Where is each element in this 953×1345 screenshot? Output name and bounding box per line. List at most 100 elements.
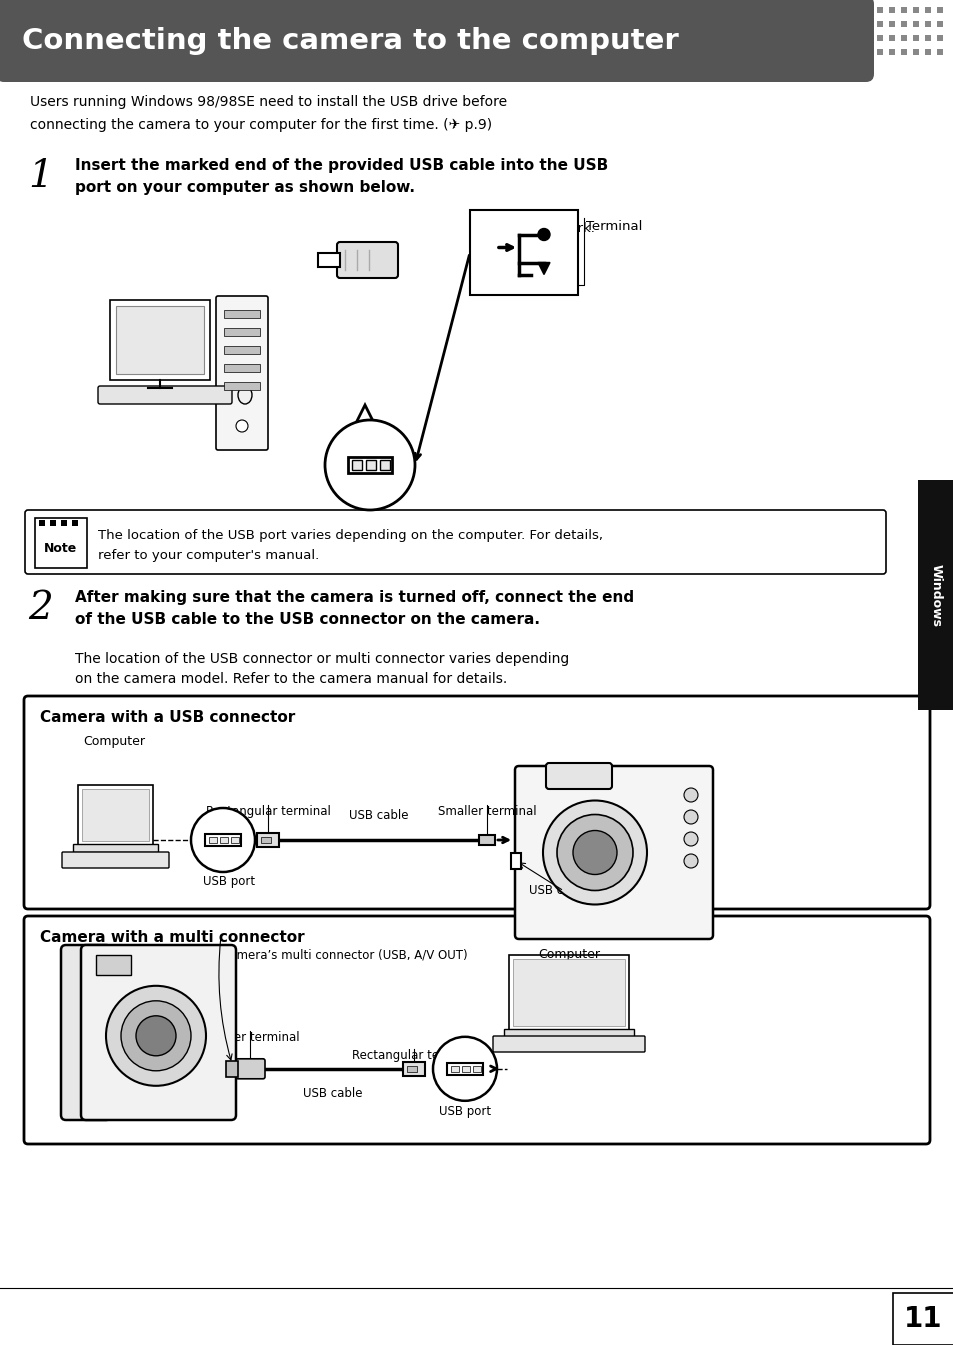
Text: Camera with a USB connector: Camera with a USB connector — [40, 710, 294, 725]
Bar — [224, 328, 260, 336]
Bar — [366, 460, 375, 469]
Circle shape — [573, 830, 617, 874]
Circle shape — [537, 229, 550, 241]
FancyBboxPatch shape — [24, 916, 929, 1145]
Text: Connecting the camera to the computer: Connecting the camera to the computer — [22, 27, 678, 55]
Text: Smaller terminal: Smaller terminal — [200, 1030, 299, 1044]
Bar — [110, 300, 210, 381]
Bar — [447, 1063, 482, 1075]
Bar — [352, 460, 361, 469]
Circle shape — [557, 815, 633, 890]
Text: USB cable: USB cable — [349, 808, 408, 822]
Bar — [220, 837, 228, 843]
FancyBboxPatch shape — [25, 510, 885, 574]
Text: USB port: USB port — [438, 1104, 491, 1118]
Bar — [470, 210, 578, 295]
Text: 2: 2 — [28, 590, 52, 627]
Circle shape — [683, 788, 698, 802]
Text: Computer: Computer — [83, 734, 145, 748]
Bar — [78, 785, 152, 845]
FancyBboxPatch shape — [336, 242, 397, 278]
Text: The location of the USB connector or multi connector varies depending: The location of the USB connector or mul… — [75, 652, 569, 666]
FancyBboxPatch shape — [62, 851, 169, 868]
FancyBboxPatch shape — [215, 296, 268, 451]
Bar — [317, 253, 339, 268]
Polygon shape — [537, 262, 550, 274]
Bar — [261, 837, 271, 843]
Text: The location of the USB port varies depending on the computer. For details,: The location of the USB port varies depe… — [98, 529, 602, 542]
FancyBboxPatch shape — [493, 1036, 644, 1052]
Bar — [209, 837, 216, 843]
Circle shape — [542, 800, 646, 904]
Bar — [379, 460, 390, 469]
FancyBboxPatch shape — [235, 1059, 265, 1079]
Bar — [407, 1065, 416, 1072]
Text: Note: Note — [45, 542, 77, 554]
Text: Terminal: Terminal — [585, 221, 641, 233]
FancyBboxPatch shape — [0, 0, 873, 82]
Circle shape — [433, 1037, 497, 1100]
Text: Computer: Computer — [537, 948, 599, 960]
Ellipse shape — [237, 386, 252, 404]
FancyBboxPatch shape — [61, 946, 111, 1120]
Text: 1: 1 — [28, 157, 52, 195]
Text: Windows: Windows — [928, 564, 942, 627]
Bar — [116, 307, 204, 374]
Text: Rectangular terminal: Rectangular terminal — [352, 1049, 476, 1061]
Bar — [224, 346, 260, 354]
Text: USB cable: USB cable — [303, 1087, 362, 1100]
Text: After making sure that the camera is turned off, connect the end
of the USB cabl: After making sure that the camera is tur… — [75, 590, 634, 627]
Text: USB port: USB port — [203, 876, 254, 888]
Text: refer to your computer's manual.: refer to your computer's manual. — [98, 549, 319, 562]
Bar — [205, 834, 241, 846]
Bar — [82, 790, 149, 841]
FancyBboxPatch shape — [24, 695, 929, 909]
Circle shape — [235, 420, 248, 432]
Bar — [224, 382, 260, 390]
Circle shape — [683, 854, 698, 868]
Bar — [231, 837, 239, 843]
Circle shape — [121, 1001, 191, 1071]
Bar — [256, 833, 278, 847]
Bar — [892, 1293, 953, 1345]
Bar — [478, 835, 495, 845]
Text: Smaller terminal: Smaller terminal — [437, 806, 536, 818]
Text: 11: 11 — [902, 1305, 942, 1333]
Text: USB port: USB port — [340, 510, 399, 523]
Bar — [0, 0, 869, 70]
Text: Camera’s multi connector (USB, A/V OUT): Camera’s multi connector (USB, A/V OUT) — [221, 948, 467, 960]
FancyBboxPatch shape — [515, 767, 712, 939]
Text: on the camera model. Refer to the camera manual for details.: on the camera model. Refer to the camera… — [75, 672, 507, 686]
Bar — [473, 1065, 480, 1072]
Circle shape — [106, 986, 206, 1085]
Bar — [224, 364, 260, 373]
Polygon shape — [355, 405, 375, 425]
Bar — [513, 959, 624, 1026]
Text: Insert the marked end of the provided USB cable into the USB
port on your comput: Insert the marked end of the provided US… — [75, 157, 608, 195]
Text: Rectangular terminal: Rectangular terminal — [205, 806, 330, 818]
Bar — [917, 480, 953, 710]
Text: Look for this mark.: Look for this mark. — [470, 222, 595, 235]
Bar — [402, 1061, 424, 1076]
FancyBboxPatch shape — [98, 386, 232, 404]
Circle shape — [325, 420, 415, 510]
Bar — [503, 1029, 634, 1037]
Circle shape — [683, 833, 698, 846]
FancyBboxPatch shape — [81, 946, 235, 1120]
Text: Camera with a multi connector: Camera with a multi connector — [40, 929, 304, 946]
Bar — [224, 309, 260, 317]
Bar — [511, 853, 520, 869]
Bar — [73, 845, 158, 851]
Bar — [461, 1065, 470, 1072]
Text: Users running Windows 98/98SE need to install the USB drive before: Users running Windows 98/98SE need to in… — [30, 95, 507, 109]
Bar — [226, 1061, 237, 1077]
Text: connecting the camera to your computer for the first time. (✈ p.9): connecting the camera to your computer f… — [30, 118, 492, 132]
Bar — [451, 1065, 458, 1072]
Circle shape — [683, 810, 698, 824]
Bar — [509, 955, 628, 1030]
Circle shape — [191, 808, 254, 872]
Circle shape — [136, 1015, 175, 1056]
Text: USB connector: USB connector — [529, 884, 615, 897]
FancyBboxPatch shape — [545, 763, 612, 790]
Bar — [35, 518, 87, 568]
